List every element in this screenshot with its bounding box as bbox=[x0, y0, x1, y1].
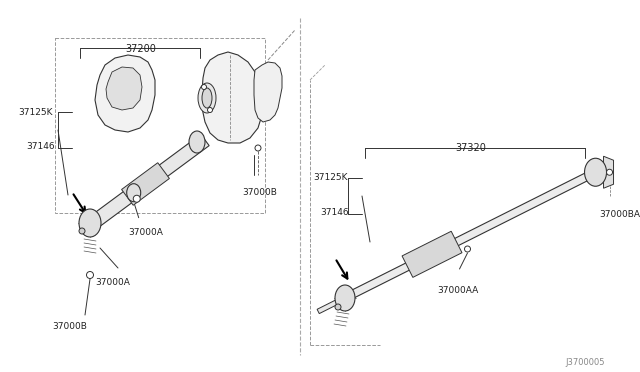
Text: 37125K: 37125K bbox=[18, 108, 52, 117]
Ellipse shape bbox=[202, 88, 212, 108]
Text: J3700005: J3700005 bbox=[565, 358, 605, 367]
Polygon shape bbox=[402, 231, 462, 278]
Circle shape bbox=[79, 228, 85, 234]
Ellipse shape bbox=[79, 209, 101, 237]
Polygon shape bbox=[122, 163, 170, 205]
Circle shape bbox=[335, 304, 341, 310]
Polygon shape bbox=[254, 62, 282, 122]
Polygon shape bbox=[86, 134, 209, 231]
Text: 37000A: 37000A bbox=[129, 228, 164, 237]
Polygon shape bbox=[95, 55, 155, 132]
Circle shape bbox=[86, 272, 93, 279]
Ellipse shape bbox=[584, 158, 607, 186]
Polygon shape bbox=[343, 166, 602, 302]
Text: 37000B: 37000B bbox=[52, 322, 87, 331]
Circle shape bbox=[202, 84, 207, 90]
Text: 37000B: 37000B bbox=[242, 188, 277, 197]
Circle shape bbox=[465, 246, 470, 252]
Text: 37000BA: 37000BA bbox=[600, 210, 640, 219]
Polygon shape bbox=[202, 52, 262, 143]
Circle shape bbox=[133, 195, 140, 202]
Text: 37000AA: 37000AA bbox=[438, 286, 479, 295]
Circle shape bbox=[607, 169, 612, 175]
Polygon shape bbox=[604, 156, 614, 188]
Ellipse shape bbox=[198, 83, 216, 113]
Ellipse shape bbox=[335, 285, 355, 311]
Text: 37125K: 37125K bbox=[313, 173, 348, 182]
Ellipse shape bbox=[189, 131, 205, 153]
Text: 37000A: 37000A bbox=[95, 278, 130, 287]
Circle shape bbox=[255, 145, 261, 151]
Text: 37146: 37146 bbox=[320, 208, 349, 217]
Ellipse shape bbox=[127, 184, 141, 202]
Polygon shape bbox=[106, 67, 142, 110]
Text: 37200: 37200 bbox=[125, 44, 156, 54]
Text: 37320: 37320 bbox=[455, 143, 486, 153]
Polygon shape bbox=[317, 296, 346, 314]
Circle shape bbox=[207, 108, 212, 112]
Text: 37146: 37146 bbox=[26, 142, 54, 151]
